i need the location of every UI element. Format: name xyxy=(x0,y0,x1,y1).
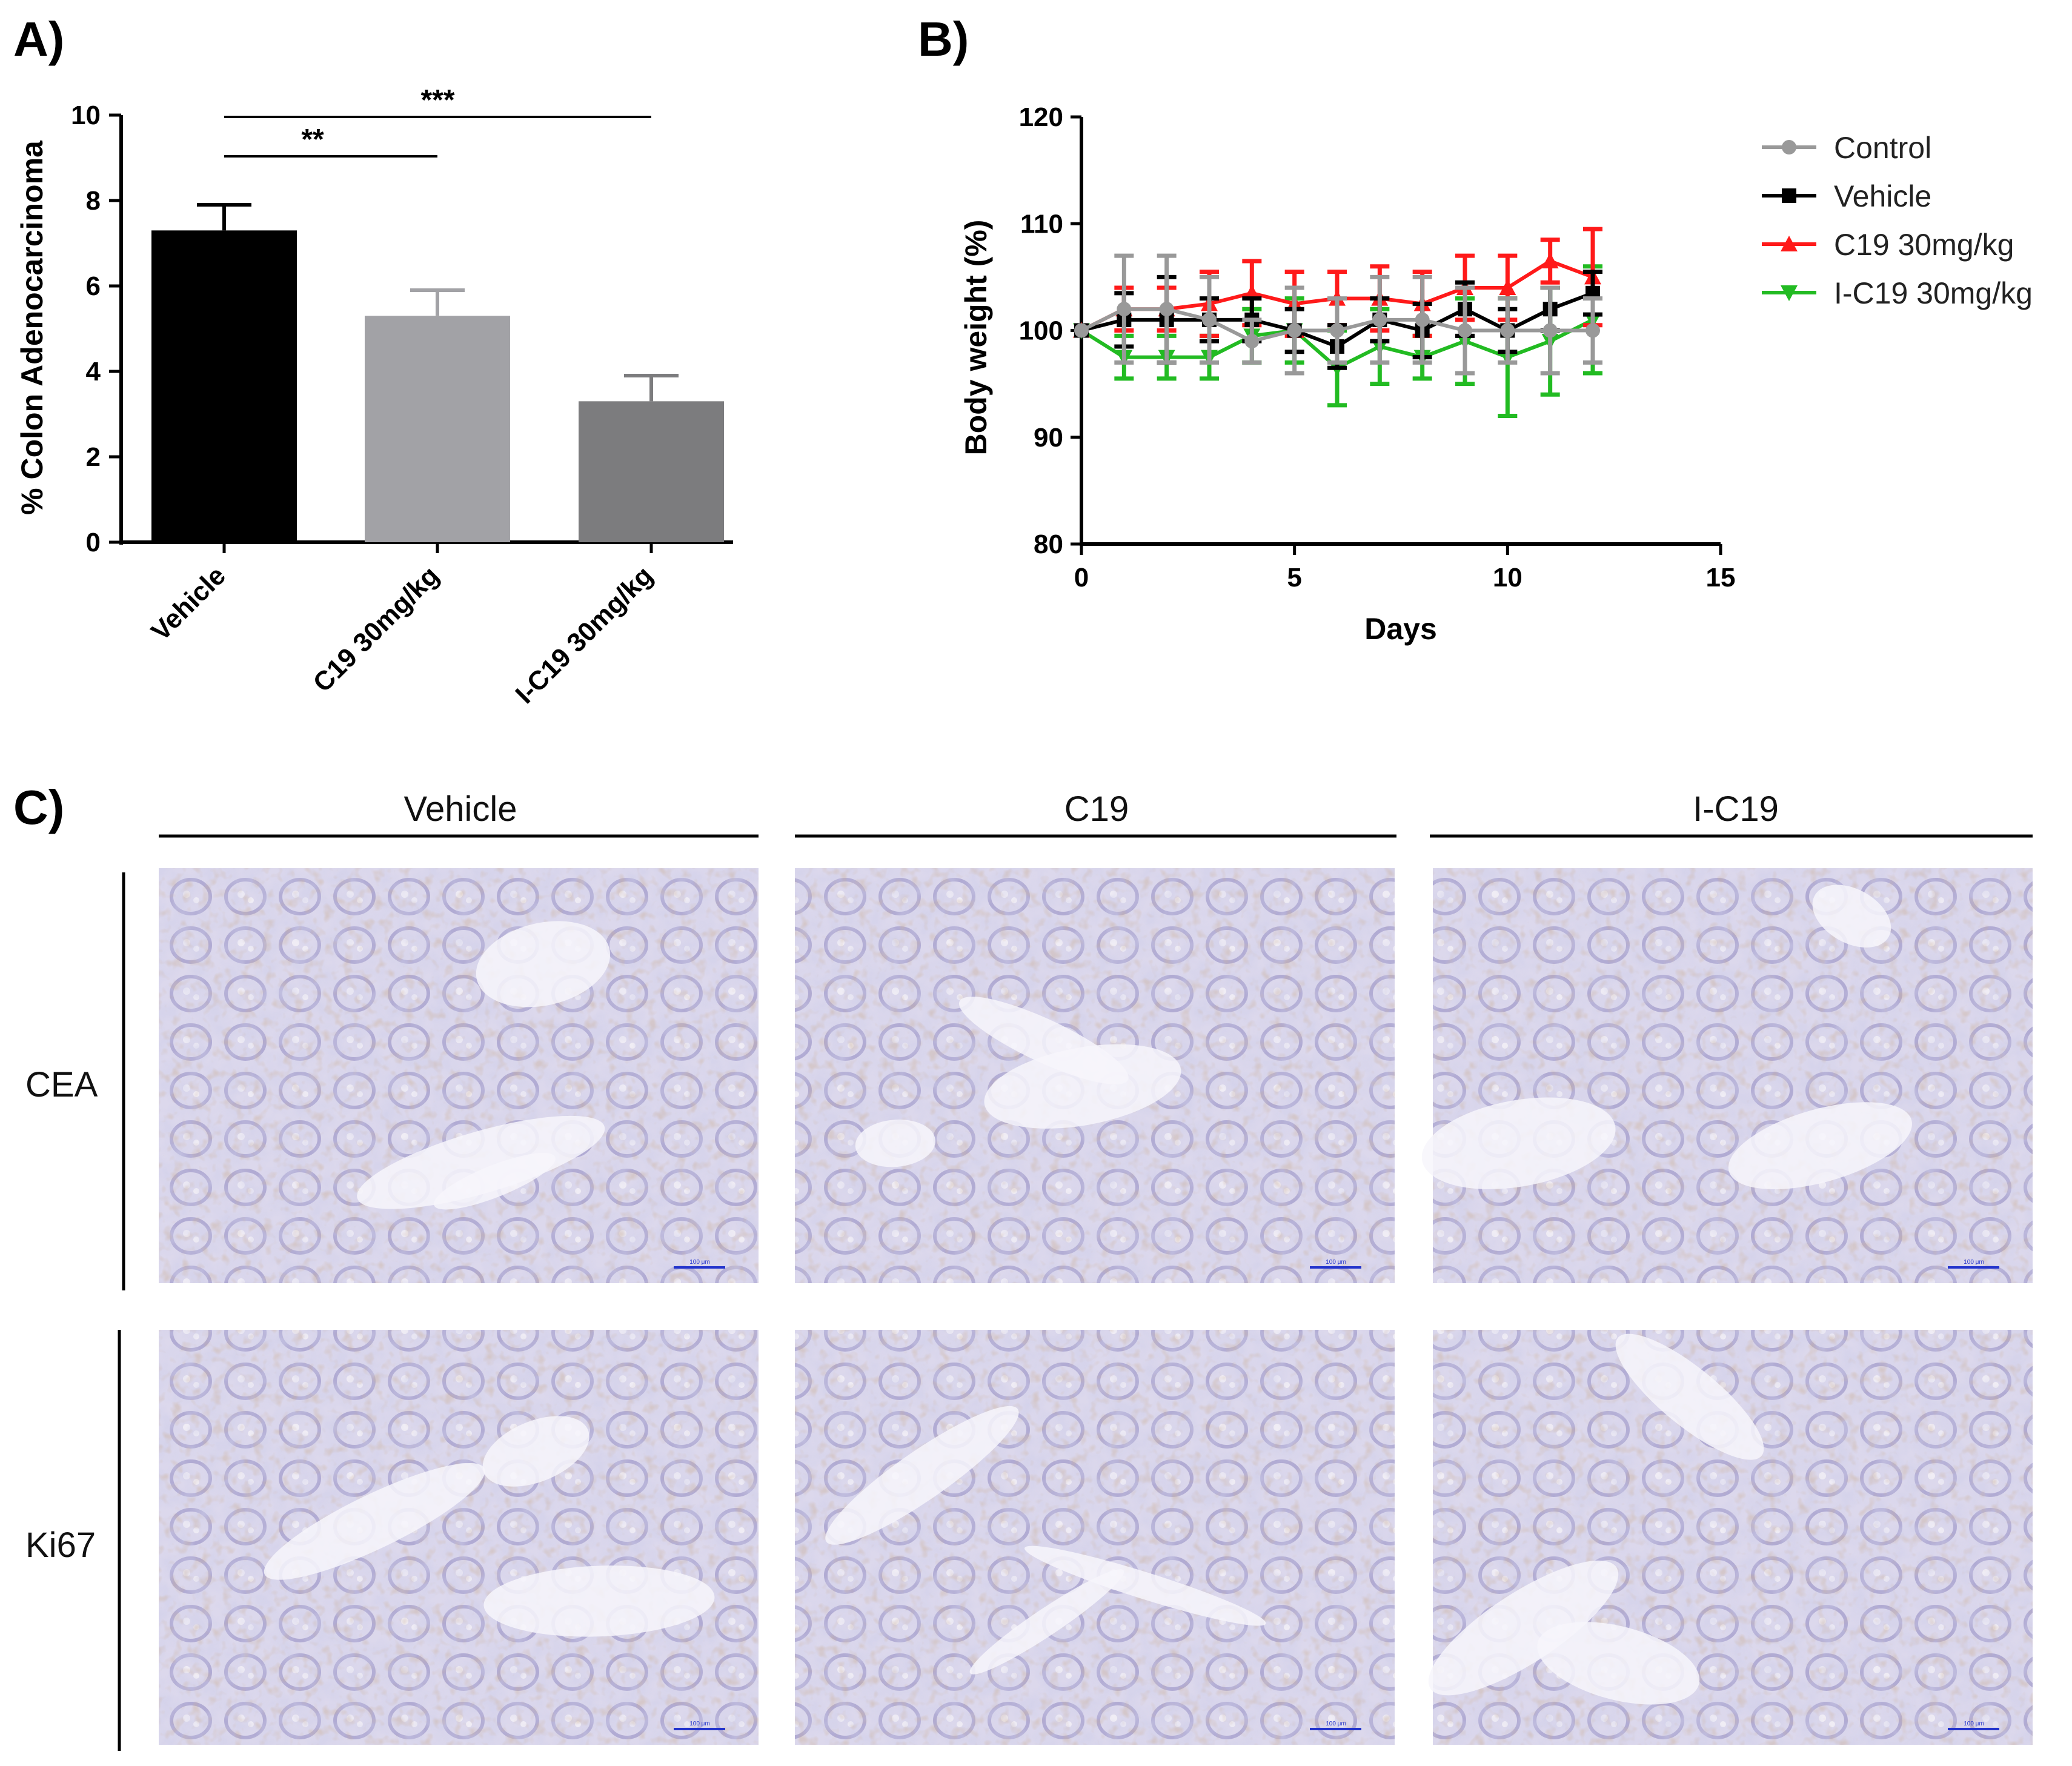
chart-a-y-tick-label: 6 xyxy=(86,271,101,301)
histology-micrograph: 100 μm xyxy=(1421,868,2033,1283)
histology-micrograph: 100 μm xyxy=(795,868,1395,1283)
chart-b-y-axis-title: Body weight (%) xyxy=(959,220,993,456)
micrograph-lumen xyxy=(482,1416,589,1487)
histology-micrograph: 100 μm xyxy=(795,1330,1395,1745)
chart-a-y-tick-label: 0 xyxy=(86,528,101,557)
chart-a-category-label: I-C19 30mg/kg xyxy=(510,560,659,709)
histology-column-header-ic19: I-C19 xyxy=(1693,789,1779,829)
chart-b-legend-marker xyxy=(1781,285,1798,301)
chart-b-legend-marker xyxy=(1782,140,1796,154)
micrograph-lumen xyxy=(1024,1545,1266,1626)
micrograph-grid: 100 μm 100 μm 100 μm 100 μm 100 μm 100 μm xyxy=(159,868,2033,1745)
chart-b-legend-marker xyxy=(1781,236,1798,251)
micrograph-scale-label: 100 μm xyxy=(1326,1721,1346,1727)
chart-b-point xyxy=(1244,334,1260,349)
histology-panel: Vehicle C19 I-C19 CEA Ki67 100 μm 100 μm 1… xyxy=(25,789,2033,1751)
chart-a-category-label: C19 30mg/kg xyxy=(307,560,445,698)
micrograph-lumen xyxy=(1421,1097,1616,1189)
micrograph-scale-label: 100 μm xyxy=(689,1721,710,1727)
chart-b-legend-label: Control xyxy=(1834,131,1931,165)
micrograph-lumen xyxy=(855,1119,935,1167)
chart-b-point xyxy=(1542,323,1558,338)
chart-b-x-tick-label: 0 xyxy=(1074,563,1089,593)
micrograph-lumen xyxy=(357,1115,605,1209)
chart-b-legend-label: I-C19 30mg/kg xyxy=(1834,276,2033,310)
chart-b-y-tick-label: 100 xyxy=(1019,316,1063,346)
chart-b-point xyxy=(1372,312,1387,327)
chart-b-point xyxy=(1202,312,1217,327)
micrograph-stain xyxy=(1433,1330,2033,1745)
micrograph-lumen xyxy=(264,1462,485,1580)
chart-b-point xyxy=(1287,323,1302,338)
micrograph-lumen xyxy=(825,1406,1019,1545)
chart-b-legend-label: C19 30mg/kg xyxy=(1834,228,2014,262)
chart-b-legend-marker xyxy=(1782,188,1796,203)
histology-column-header-c19: C19 xyxy=(1064,789,1129,829)
micrograph-lumen xyxy=(1537,1622,1700,1705)
histology-micrograph: 100 μm xyxy=(1428,1330,2033,1745)
chart-a-y-tick-label: 4 xyxy=(86,357,101,387)
micrograph-lumen xyxy=(1428,1560,1619,1696)
micrograph-lumen xyxy=(1728,1102,1912,1189)
micrograph-lumen xyxy=(476,921,611,1007)
panel-label-a: A) xyxy=(13,12,64,66)
bar-chart-a: % Colon Adenocarcinoma 0 2 4 6 8 10 Vehicle C19… xyxy=(15,84,733,709)
line-chart-b: Body weight (%) Days 80 90 100 110 120 0 5 10 15 xyxy=(959,102,1735,646)
micrograph-scale-label: 100 μm xyxy=(1964,1721,1984,1727)
chart-b-point xyxy=(1415,312,1430,327)
chart-b-y-tick-label: 120 xyxy=(1019,102,1063,132)
chart-b-point xyxy=(1586,323,1600,338)
micrograph-lumen xyxy=(984,1044,1181,1129)
chart-b-point xyxy=(1499,279,1516,295)
chart-a-y-axis-title: % Colon Adenocarcinoma xyxy=(15,140,49,515)
micrograph-lumen xyxy=(483,1565,715,1637)
chart-a-bar xyxy=(579,401,724,542)
micrograph-stain xyxy=(159,1330,759,1745)
panel-label-b: B) xyxy=(918,12,969,66)
micrograph-scale-label: 100 μm xyxy=(689,1259,710,1266)
chart-b-x-tick-label: 5 xyxy=(1287,563,1301,593)
chart-a-y-tick-label: 10 xyxy=(71,101,101,130)
histology-micrograph: 100 μm xyxy=(159,1330,759,1745)
panel-label-c: C) xyxy=(13,780,64,834)
chart-b-legend-label: Vehicle xyxy=(1834,179,1931,213)
micrograph-stain xyxy=(159,868,759,1283)
chart-b-x-tick-label: 15 xyxy=(1706,563,1736,593)
chart-b-point xyxy=(1500,323,1515,338)
micrograph-stain xyxy=(1433,868,2033,1283)
chart-a-significance-label: *** xyxy=(420,84,454,116)
histology-column-header-vehicle: Vehicle xyxy=(403,789,517,829)
chart-b-y-tick-label: 90 xyxy=(1034,423,1063,453)
micrograph-scale-label: 100 μm xyxy=(1326,1259,1346,1266)
chart-b-point xyxy=(1330,323,1344,338)
chart-a-y-tick-label: 8 xyxy=(86,186,101,216)
histology-row-label-cea: CEA xyxy=(25,1065,98,1104)
micrograph-scale-label: 100 μm xyxy=(1964,1259,1984,1266)
chart-b-point xyxy=(1458,323,1472,338)
micrograph-lumen xyxy=(1615,1333,1764,1460)
chart-a-bar xyxy=(365,316,510,542)
micrograph-lumen xyxy=(1812,885,1891,948)
chart-b-y-tick-label: 80 xyxy=(1034,529,1063,559)
chart-a-category-label: Vehicle xyxy=(145,560,231,646)
chart-b-series xyxy=(1074,253,1602,376)
chart-a-bar xyxy=(151,230,297,543)
histology-micrograph: 100 μm xyxy=(159,868,759,1283)
chart-a-y-tick-label: 2 xyxy=(86,442,101,472)
chart-b-x-axis-title: Days xyxy=(1364,612,1437,646)
chart-b-point xyxy=(1117,302,1132,317)
chart-b-point xyxy=(1159,302,1174,317)
chart-b-point xyxy=(1541,252,1559,268)
chart-a-significance-label: ** xyxy=(301,124,324,156)
histology-row-label-ki67: Ki67 xyxy=(25,1525,96,1565)
chart-b-legend: Control Vehicle C19 30mg/kg I-C19 30mg/kg xyxy=(1762,131,2033,310)
micrograph-lumen xyxy=(969,1569,1124,1675)
chart-b-y-tick-label: 110 xyxy=(1020,209,1063,239)
chart-b-x-tick-label: 10 xyxy=(1493,563,1522,593)
chart-b-point xyxy=(1074,323,1089,338)
micrograph-stain xyxy=(795,1330,1395,1745)
